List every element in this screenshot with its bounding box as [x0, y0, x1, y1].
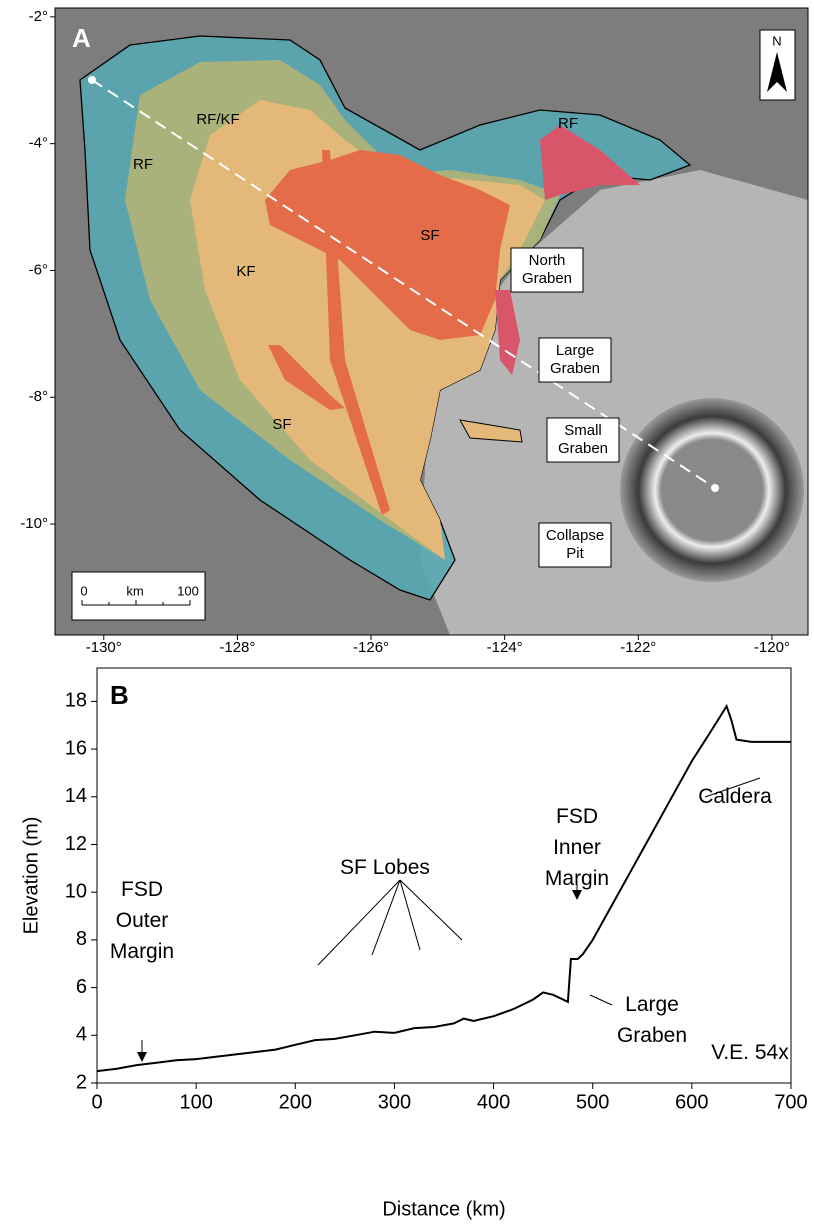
boxed-label-line: Graben: [558, 440, 608, 457]
annotation: FSD Outer Margin: [110, 878, 174, 963]
y-tick-label: 16: [65, 737, 87, 759]
x-tick-label: -120°: [754, 639, 790, 656]
annotation-line: Large: [625, 993, 679, 1016]
boxed-label-line: Pit: [566, 545, 584, 562]
y-tick-label: 10: [65, 880, 87, 902]
x-tick-label: 200: [279, 1091, 312, 1113]
figure: -130° -128° -126° -124° -122° -120° -2° -4° -6° -…: [0, 0, 814, 1221]
unit-label: RF: [558, 115, 578, 132]
x-tick-label: -128°: [219, 639, 255, 656]
y-tick-label: -10°: [20, 515, 48, 532]
x-axis-label: Distance (km): [382, 1198, 505, 1220]
unit-label: KF: [236, 263, 255, 280]
x-tick-label: -122°: [620, 639, 656, 656]
x-tick-label: -124°: [487, 639, 523, 656]
annotation-line: Margin: [110, 940, 174, 963]
annotation-line: V.E. 54x: [711, 1041, 789, 1064]
x-tick-label: 400: [477, 1091, 510, 1113]
panel-label: A: [72, 23, 91, 53]
y-tick-label: 8: [76, 928, 87, 950]
y-tick-label: 4: [76, 1024, 87, 1046]
map-layers: [55, 8, 808, 635]
y-tick-label: 6: [76, 976, 87, 998]
y-tick-label: 2: [76, 1071, 87, 1093]
annotation-line: Graben: [617, 1024, 687, 1047]
annotation-line: FSD: [121, 878, 163, 901]
x-tick-label: 700: [774, 1091, 807, 1113]
annotation-line: Inner: [553, 836, 601, 859]
x-tick-label: 300: [378, 1091, 411, 1113]
unit-label: RF: [133, 156, 153, 173]
x-tick-label: -126°: [353, 639, 389, 656]
leader-lines: [142, 778, 760, 1060]
y-tick-label: -8°: [29, 388, 48, 405]
scale-label: 0: [80, 583, 87, 598]
panel-label: B: [110, 680, 129, 710]
profile-frame: [97, 668, 791, 1083]
unit-label: SF: [272, 416, 291, 433]
boxed-label-line: Small: [564, 422, 602, 439]
annotation: V.E. 54x: [711, 1041, 789, 1064]
y-tick-label: 18: [65, 690, 87, 712]
arrowheads: [137, 890, 582, 1062]
annotation: FSD Inner Margin: [545, 805, 609, 890]
profile-line: [97, 706, 791, 1071]
x-tick-label: 600: [675, 1091, 708, 1113]
boxed-label-line: Collapse: [546, 527, 604, 544]
boxed-label-line: North: [529, 252, 566, 269]
annotation-line: SF Lobes: [340, 856, 430, 879]
x-tick-label: 0: [91, 1091, 102, 1113]
annotation: Large Graben: [617, 993, 687, 1047]
y-tick-label: 12: [65, 833, 87, 855]
y-tick-label: -2°: [29, 8, 48, 25]
x-tick-label: -130°: [86, 639, 122, 656]
boxed-label-line: Graben: [550, 360, 600, 377]
boxed-label-line: Large: [556, 342, 594, 359]
profile-end: [711, 484, 719, 492]
y-tick-label: -6°: [29, 261, 48, 278]
unit-label: SF: [420, 227, 439, 244]
x-tick-label: 500: [576, 1091, 609, 1113]
annotation-line: Caldera: [698, 785, 772, 808]
profile-start: [88, 76, 96, 84]
y-axis-label: Elevation (m): [20, 817, 42, 935]
y-tick-label: -4°: [29, 135, 48, 152]
annotation-line: Margin: [545, 867, 609, 890]
annotation-line: Outer: [116, 909, 169, 932]
scale-label: km: [126, 583, 143, 598]
annotation-line: FSD: [556, 805, 598, 828]
page: -130° -128° -126° -124° -122° -120° -2° -4° -6° -…: [0, 0, 814, 1226]
x-tick-label: 100: [179, 1091, 212, 1113]
y-tick-label: 14: [65, 785, 87, 807]
annotation: Caldera: [698, 785, 772, 808]
boxed-label-line: Graben: [522, 270, 572, 287]
annotation: SF Lobes: [340, 856, 430, 879]
scale-label: 100: [177, 583, 199, 598]
unit-label: RF/KF: [196, 111, 239, 128]
north-label: N: [772, 33, 781, 48]
